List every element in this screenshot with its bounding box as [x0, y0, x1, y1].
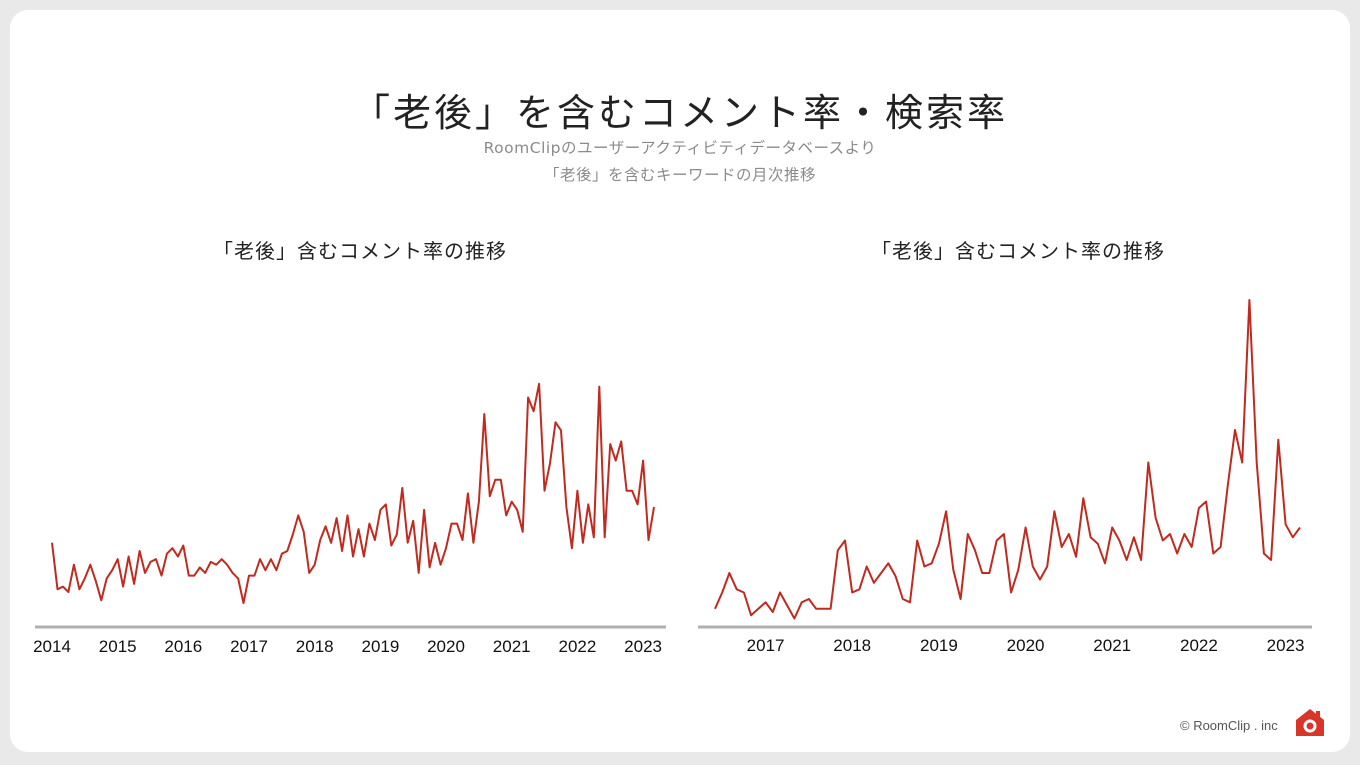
left-chart-x-tick-label: 2014 — [33, 637, 71, 656]
page-title: 「老後」を含むコメント率・検索率 — [351, 91, 1008, 135]
logo-lens-inner — [1306, 722, 1314, 730]
right-chart-x-tick-label: 2019 — [920, 636, 958, 655]
roomclip-logo-icon — [1296, 709, 1324, 736]
copyright-text: © RoomClip . inc — [1180, 718, 1278, 733]
left-chart-series-line — [51, 382, 655, 604]
left-chart-x-tick-label: 2018 — [296, 637, 334, 656]
subtitle-line-2: 「老後」を含むキーワードの月次推移 — [543, 166, 816, 184]
right-chart-series-line — [714, 299, 1301, 620]
chart-title-right: 「老後」含むコメント率の推移 — [871, 239, 1165, 263]
left-chart-x-tick-label: 2022 — [558, 637, 596, 656]
right-chart-x-tick-label: 2021 — [1093, 636, 1131, 655]
chart-title-left: 「老後」含むコメント率の推移 — [213, 239, 507, 263]
right-chart-x-tick-label: 2018 — [833, 636, 871, 655]
logo-chimney — [1316, 711, 1320, 717]
subtitle-line-1: RoomClipのユーザーアクティビティデータベースより — [483, 139, 877, 157]
left-chart-x-tick-label: 2021 — [493, 637, 531, 656]
left-chart-x-tick-label: 2023 — [624, 637, 662, 656]
comment-rate-chart-right: 2017 2018 2019 2020 2021 2022 2023 — [698, 299, 1312, 655]
right-chart-x-tick-label: 2017 — [747, 636, 785, 655]
left-chart-x-tick-label: 2019 — [361, 637, 399, 656]
left-chart-x-tick-label: 2016 — [164, 637, 202, 656]
left-chart-x-tick-label: 2017 — [230, 637, 268, 656]
left-chart-x-tick-label: 2020 — [427, 637, 465, 656]
right-chart-x-tick-label: 2022 — [1180, 636, 1218, 655]
right-chart-x-tick-label: 2023 — [1267, 636, 1305, 655]
slide-background: 「老後」を含むコメント率・検索率 RoomClipのユーザーアクティビティデータ… — [10, 10, 1350, 752]
right-chart-x-tick-label: 2020 — [1007, 636, 1045, 655]
comment-rate-chart-left: 2014 2015 2016 2017 2018 2019 2020 2021 2022 2023 — [33, 382, 666, 656]
left-chart-x-tick-label: 2015 — [99, 637, 137, 656]
